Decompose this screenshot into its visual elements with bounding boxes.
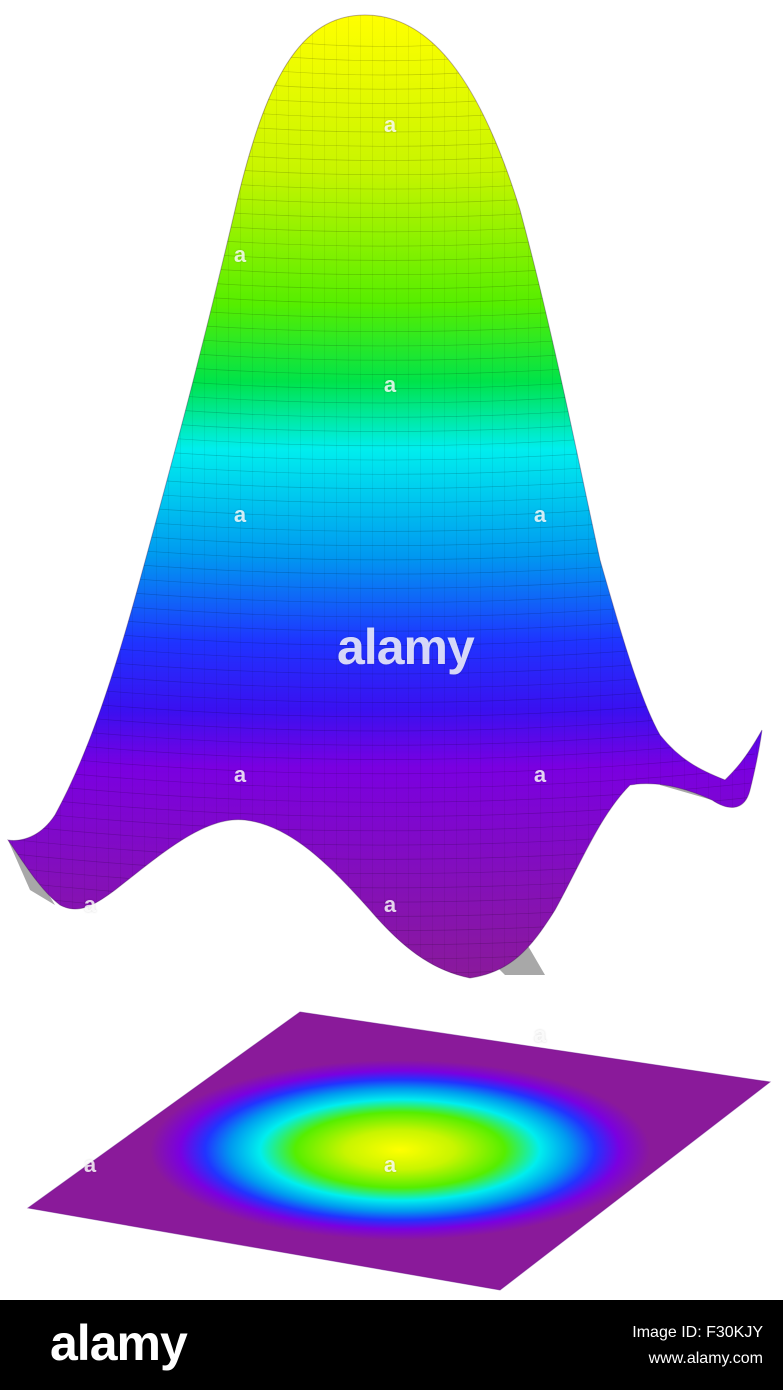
bell-grid-ring	[24, 711, 746, 732]
bell-grid-ring	[18, 739, 752, 760]
watermark-glyph: a	[533, 762, 547, 787]
watermark-glyph: a	[83, 1152, 97, 1177]
watermark-glyph: a	[383, 892, 397, 917]
bell-grid-ring	[27, 697, 743, 718]
watermark-glyph: a	[83, 892, 97, 917]
watermark-glyph: a	[383, 1152, 397, 1177]
surface-plot-illustration	[6, 14, 772, 1291]
bell-grid-ring	[15, 753, 755, 775]
watermark-glyph: a	[233, 502, 247, 527]
bell-grid-ring	[30, 683, 740, 703]
watermark-glyph: a	[233, 242, 247, 267]
footer-url: www.alamy.com	[648, 1350, 763, 1367]
bell-grid-ring	[12, 767, 758, 789]
bell-grid-ring	[21, 725, 749, 746]
bell-grid-ring	[8, 977, 762, 978]
watermark-glyph: a	[533, 1022, 547, 1047]
stock-footer-bar: alamy Image ID: F30KJY www.alamy.com	[0, 1300, 783, 1390]
footer-logo: alamy	[50, 1315, 188, 1371]
contour-floor-edge	[26, 1011, 772, 1291]
contour-floor	[28, 1012, 770, 1290]
watermark-glyph: a	[383, 112, 397, 137]
bell-grid-ring	[8, 963, 762, 978]
watermark-logo: alamy	[337, 619, 475, 675]
footer-image-id: Image ID: F30KJY	[632, 1324, 763, 1341]
bell-outline	[6, 14, 763, 979]
bell-grid-ring	[8, 949, 762, 974]
watermark-glyph: a	[533, 502, 547, 527]
watermark-glyph: a	[383, 372, 397, 397]
bell-grid-ring	[8, 935, 762, 960]
watermark-glyph: a	[233, 762, 247, 787]
bell-grid-vertical	[8, 15, 762, 978]
